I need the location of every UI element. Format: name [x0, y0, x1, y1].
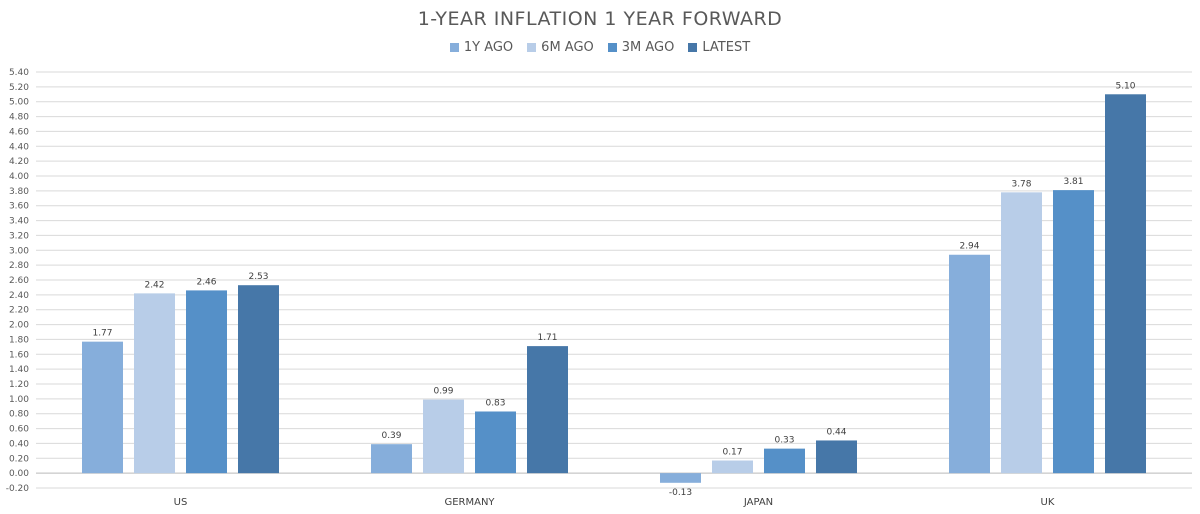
legend: 1Y AGO 6M AGO 3M AGO LATEST: [0, 40, 1200, 55]
x-tick-label: JAPAN: [743, 497, 773, 508]
bar-germany-3m-ago: [475, 411, 516, 474]
bar-us-1y-ago: [82, 341, 123, 474]
data-label: -0.13: [669, 488, 692, 498]
y-tick-label: 4.60: [9, 127, 29, 137]
legend-item-2: 3M AGO: [607, 40, 675, 55]
y-tick-label: 2.60: [9, 276, 29, 286]
bar-uk-6m-ago: [1001, 192, 1042, 474]
legend-label: LATEST: [702, 40, 751, 55]
x-tick-label: GERMANY: [444, 497, 495, 508]
y-tick-label: 3.00: [9, 246, 29, 256]
bar-germany-1y-ago: [371, 444, 412, 474]
y-tick-label: 5.00: [9, 98, 29, 108]
y-tick-label: 1.20: [9, 380, 29, 390]
data-label: 3.78: [1011, 179, 1031, 189]
y-tick-label: 4.00: [9, 172, 29, 182]
bar-uk-3m-ago: [1053, 190, 1094, 474]
y-tick-label: 1.60: [9, 350, 29, 360]
legend-swatch: [527, 43, 537, 52]
legend-item-0: 1Y AGO: [449, 40, 514, 55]
y-tick-label: 0.40: [9, 439, 29, 449]
x-tick-label: UK: [1041, 497, 1055, 508]
y-tick-label: 1.80: [9, 335, 29, 345]
bar-uk-1y-ago: [949, 254, 990, 474]
y-tick-label: 3.20: [9, 231, 29, 241]
y-tick-label: 3.60: [9, 202, 29, 212]
y-tick-label: 4.80: [9, 113, 29, 123]
y-tick-label: 0.60: [9, 425, 29, 435]
y-tick-label: 0.20: [9, 454, 29, 464]
data-label: 5.10: [1115, 81, 1135, 91]
data-label: 1.77: [92, 329, 112, 339]
y-tick-label: 5.40: [9, 68, 29, 78]
legend-label: 1Y AGO: [463, 40, 514, 55]
data-label: 0.17: [722, 448, 742, 458]
y-tick-label: -0.20: [6, 484, 30, 494]
bar-japan-6m-ago: [712, 460, 753, 474]
data-label: 0.99: [433, 387, 453, 397]
bar-uk-latest: [1105, 94, 1146, 474]
bar-us-6m-ago: [134, 293, 175, 474]
legend-label: 3M AGO: [621, 40, 675, 55]
legend-swatch: [449, 43, 459, 52]
bar-us-latest: [238, 285, 279, 474]
legend-item-3: LATEST: [688, 40, 750, 55]
y-tick-label: 3.80: [9, 187, 29, 197]
bar-us-3m-ago: [186, 290, 227, 474]
data-label: 2.94: [959, 242, 979, 252]
y-tick-label: 0.00: [9, 469, 29, 479]
y-tick-label: 3.40: [9, 217, 29, 227]
legend-item-1: 6M AGO: [527, 40, 594, 55]
bar-japan-latest: [816, 440, 857, 474]
y-tick-label: 2.00: [9, 321, 29, 331]
bar-japan-1y-ago: [660, 473, 701, 483]
data-label: 0.83: [485, 398, 505, 408]
legend-label: 6M AGO: [541, 40, 594, 55]
data-label: 2.53: [248, 272, 268, 282]
bar-japan-3m-ago: [764, 448, 805, 474]
data-label: 0.44: [826, 427, 846, 437]
chart-title: 1-YEAR INFLATION 1 YEAR FORWARD: [417, 8, 783, 30]
data-label: 0.33: [774, 436, 794, 446]
data-label: 2.46: [196, 277, 216, 287]
y-tick-label: 2.80: [9, 261, 29, 271]
x-tick-label: US: [174, 497, 188, 508]
bar-germany-latest: [527, 346, 568, 474]
y-tick-label: 1.40: [9, 365, 29, 375]
legend-swatch: [688, 43, 698, 52]
y-tick-label: 0.80: [9, 410, 29, 420]
data-label: 0.39: [381, 431, 401, 441]
legend-swatch: [607, 43, 617, 52]
y-tick-label: 5.20: [9, 83, 29, 93]
data-label: 2.42: [144, 280, 164, 290]
data-label: 1.71: [537, 333, 557, 343]
y-tick-label: 2.40: [9, 291, 29, 301]
data-label: 3.81: [1063, 177, 1083, 187]
y-tick-label: 1.00: [9, 395, 29, 405]
bar-germany-6m-ago: [423, 399, 464, 474]
y-tick-label: 4.40: [9, 142, 29, 152]
y-tick-label: 4.20: [9, 157, 29, 167]
y-tick-label: 2.20: [9, 306, 29, 316]
